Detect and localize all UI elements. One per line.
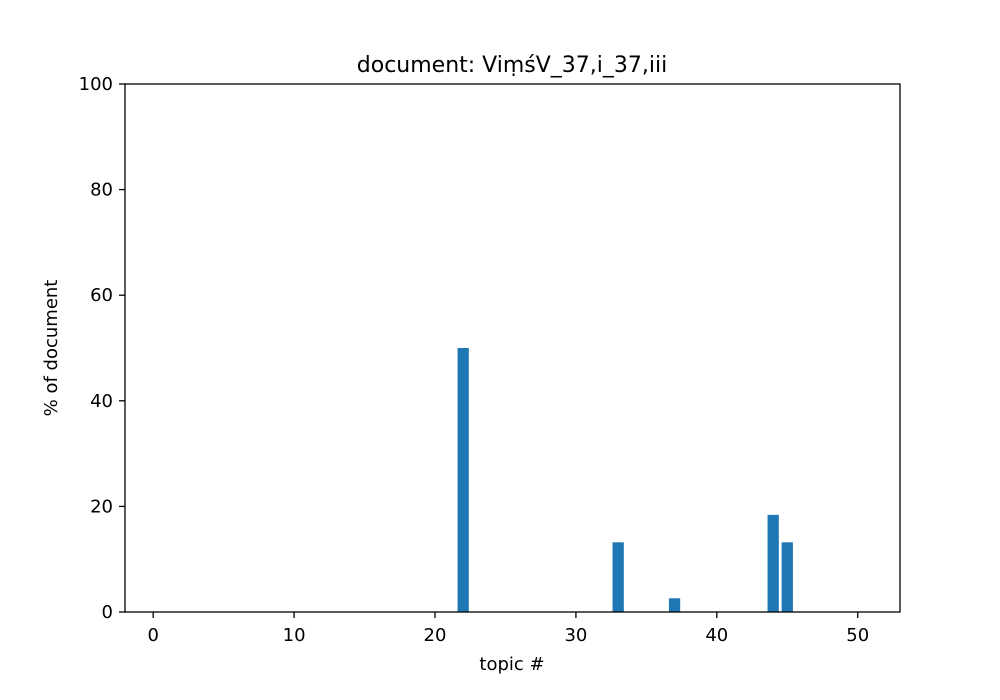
x-tick-label: 10 bbox=[283, 625, 306, 646]
y-tick-label: 20 bbox=[90, 496, 113, 517]
bar-topic-33 bbox=[613, 542, 624, 612]
bar-topic-44 bbox=[768, 515, 779, 612]
x-tick-label: 0 bbox=[147, 625, 158, 646]
y-tick-label: 80 bbox=[90, 180, 113, 201]
bar-topic-22 bbox=[458, 348, 469, 612]
bar-topic-45 bbox=[782, 542, 793, 612]
x-axis-title: topic # bbox=[479, 654, 544, 675]
x-tick-label: 30 bbox=[564, 625, 587, 646]
x-tick-label: 50 bbox=[846, 625, 869, 646]
x-tick-label: 40 bbox=[705, 625, 728, 646]
y-tick-label: 100 bbox=[79, 74, 113, 95]
y-tick-label: 40 bbox=[90, 391, 113, 412]
y-axis-title: % of document bbox=[41, 280, 62, 417]
y-tick-label: 60 bbox=[90, 285, 113, 306]
chart-title: document: ViṃśV_37,i_37,iii bbox=[357, 53, 667, 78]
y-tick-label: 0 bbox=[102, 602, 113, 623]
bar-topic-37 bbox=[669, 598, 680, 612]
x-tick-label: 20 bbox=[424, 625, 447, 646]
